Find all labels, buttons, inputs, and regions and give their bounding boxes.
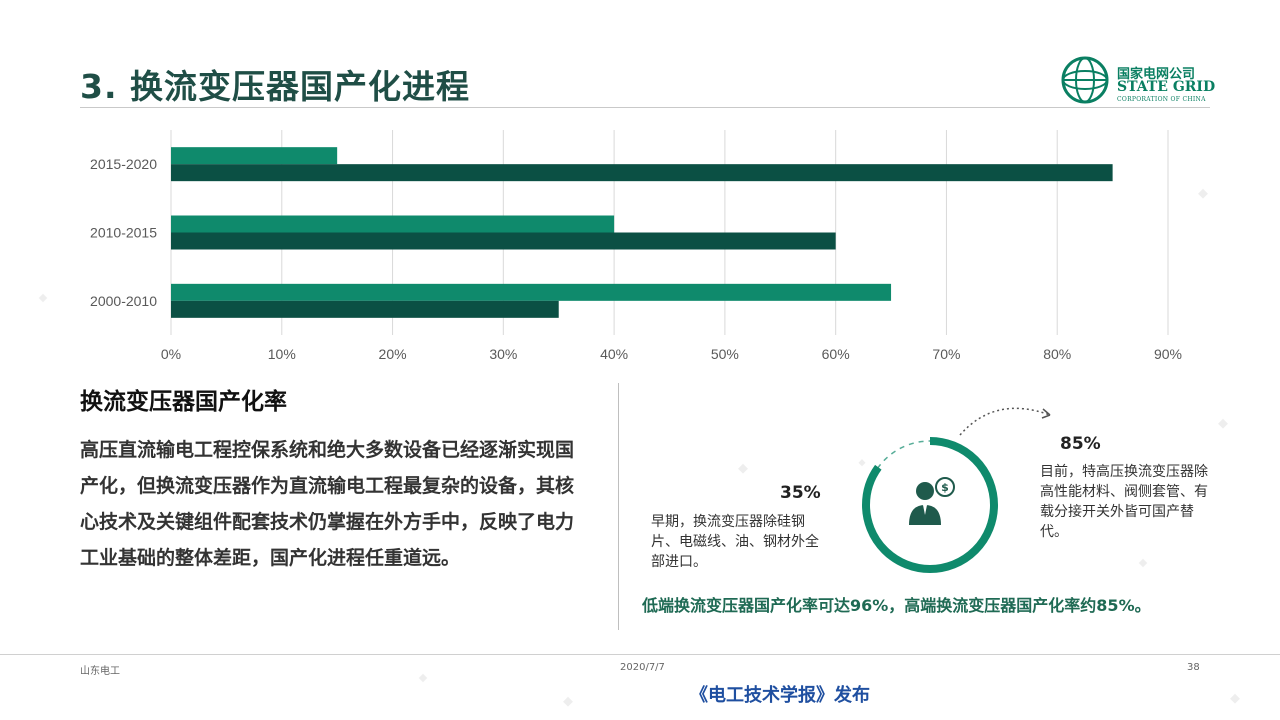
bar: [171, 147, 338, 165]
logo-text-cn: 国家电网公司: [1117, 67, 1196, 82]
bar: [171, 283, 892, 301]
page-number: 38: [1187, 662, 1200, 673]
title-rule: [80, 107, 1210, 108]
section-paragraph: 高压直流输电工程控保系统和绝大多数设备已经逐渐实现国产化，但换流变压器作为直流输…: [80, 439, 575, 569]
y-category-label: 2000-2010: [90, 293, 157, 309]
x-tick-label: 40%: [600, 346, 628, 362]
bar: [171, 215, 615, 233]
vertical-divider: [618, 383, 619, 630]
x-tick-label: 30%: [489, 346, 517, 362]
page-title: 3. 换流变压器国产化进程: [80, 67, 470, 106]
curved-arrow-icon: [959, 407, 1051, 436]
x-tick-label: 0%: [161, 346, 181, 362]
state-grid-logo: [1061, 56, 1109, 104]
progress-ring: $: [862, 437, 998, 573]
logo-text-en: STATE GRID: [1117, 79, 1216, 95]
percent-85-label: 85%: [1060, 434, 1101, 454]
x-tick-label: 20%: [379, 346, 407, 362]
y-category-label: 2010-2015: [90, 225, 157, 241]
percent-35-label: 35%: [780, 483, 821, 503]
y-category-label: 2015-2020: [90, 156, 157, 172]
bar: [171, 232, 836, 250]
footer-rule: [0, 654, 1280, 655]
svg-text:$: $: [941, 481, 949, 494]
x-tick-label: 90%: [1154, 346, 1182, 362]
section-heading: 换流变压器国产化率: [80, 389, 287, 415]
x-tick-label: 80%: [1043, 346, 1071, 362]
publisher-credit: 《电工技术学报》发布: [690, 685, 870, 706]
localization-bar-chart: 0% 10% 20% 30% 40% 50% 60% 70% 80% 90% 2015-2020 20…: [90, 130, 1182, 362]
current-description: 目前，特高压换流变压器除高性能材料、阀侧套管、有载分接开关外皆可国产替代。: [1040, 464, 1208, 540]
x-tick-label: 60%: [822, 346, 850, 362]
x-tick-label: 50%: [711, 346, 739, 362]
x-tick-label: 10%: [268, 346, 296, 362]
bar: [171, 164, 1113, 182]
logo-text-sub: CORPORATION OF CHINA: [1117, 96, 1206, 103]
conclusion-text: 低端换流变压器国产化率可达96%，高端换流变压器国产化率约85%。: [642, 596, 1151, 615]
person-money-icon: $: [909, 477, 955, 525]
footer-date: 2020/7/7: [620, 662, 665, 673]
early-description: 早期，换流变压器除硅钢片、电磁线、油、钢材外全部进口。: [651, 514, 819, 570]
x-tick-label: 70%: [932, 346, 960, 362]
footer-company: 山东电工: [80, 666, 120, 677]
bar: [171, 300, 559, 318]
